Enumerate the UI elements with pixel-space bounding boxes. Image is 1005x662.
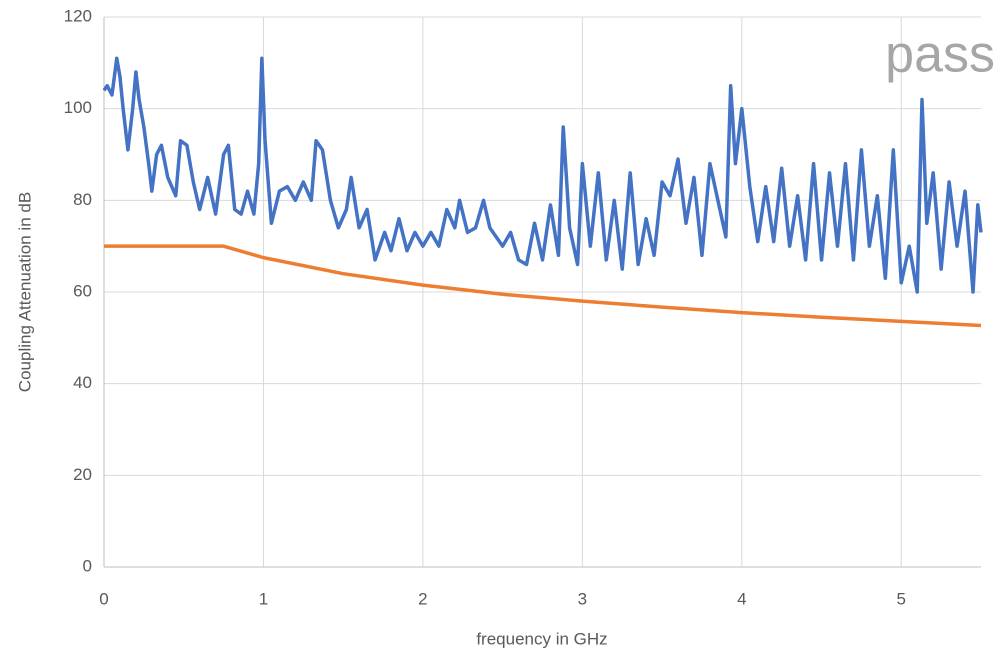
x-tick-label: 2 <box>418 589 427 608</box>
x-axis-title: frequency in GHz <box>476 629 607 648</box>
y-tick-label: 80 <box>73 190 92 209</box>
y-tick-label: 40 <box>73 373 92 392</box>
y-tick-label: 20 <box>73 465 92 484</box>
x-tick-label: 4 <box>737 589 746 608</box>
y-tick-label: 100 <box>64 98 92 117</box>
y-tick-label: 0 <box>83 556 92 575</box>
x-tick-label: 0 <box>99 589 108 608</box>
annotation: pass <box>885 26 995 84</box>
x-tick-label: 1 <box>259 589 268 608</box>
series-line <box>104 244 982 328</box>
y-tick-label: 120 <box>64 6 92 25</box>
y-tick-label: 60 <box>73 281 92 300</box>
y-axis-title: Coupling Attenuation in dB <box>15 192 34 392</box>
x-tick-label: 3 <box>578 589 587 608</box>
series-line <box>102 56 983 294</box>
x-tick-label: 5 <box>897 589 906 608</box>
